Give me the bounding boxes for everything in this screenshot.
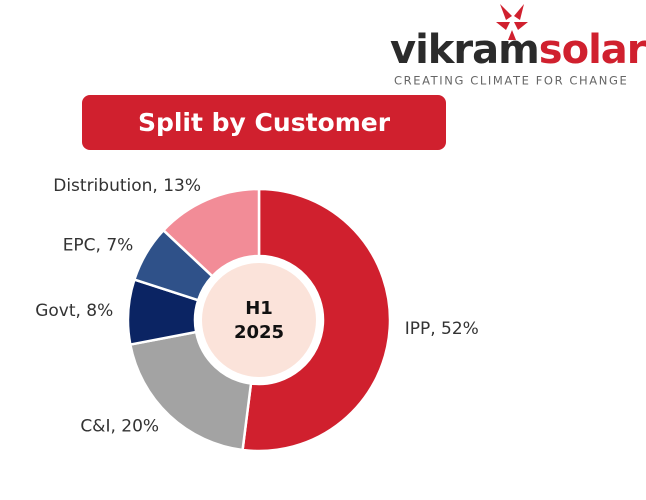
- logo-name-start: vikram: [390, 27, 539, 73]
- data-label: Distribution, 13%: [53, 176, 201, 196]
- data-label: IPP, 52%: [405, 319, 479, 339]
- logo-name-end: solar: [539, 27, 646, 73]
- center-label: 2025: [234, 322, 284, 343]
- center-disc: [202, 263, 316, 377]
- logo-wordmark: vikramsolar: [390, 27, 646, 73]
- data-label: EPC, 7%: [63, 236, 134, 256]
- chart-title: Split by Customer: [138, 108, 391, 137]
- data-label: C&I, 20%: [80, 416, 159, 436]
- logo-tagline: CREATING CLIMATE FOR CHANGE: [394, 74, 628, 88]
- title-box: [82, 95, 446, 150]
- data-label: Govt, 8%: [35, 301, 113, 321]
- logo-icon: [496, 4, 528, 40]
- center-label: H1: [245, 298, 273, 319]
